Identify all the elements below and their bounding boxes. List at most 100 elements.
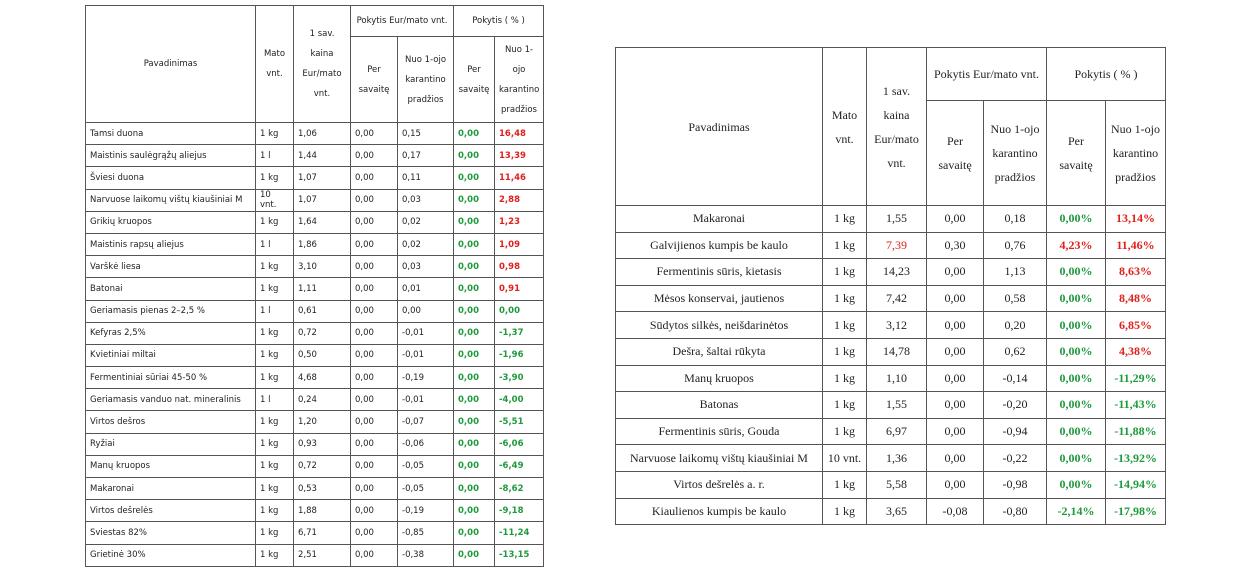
table-cell: 0,02	[396, 232, 455, 257]
table-cell: 0,00	[350, 454, 398, 479]
table-cell: 1 kg	[255, 366, 294, 390]
table-cell: 0,00	[453, 543, 496, 567]
table-cell: Manų kruopos	[615, 364, 823, 393]
table-cell: -8,62	[494, 476, 545, 501]
table-row: Virtos dešrelės 1 kg 1,88 0,00 -0,19 0,00 -9,1…	[85, 499, 545, 523]
table-cell: 0,00	[926, 444, 984, 472]
table-row: Mėsos konservai, jautienos 1 kg 7,42 0,00 0,…	[615, 284, 1166, 313]
table-cell: 0,00%	[1046, 364, 1106, 393]
table-cell: 0,00	[453, 410, 496, 434]
table-cell: 0,20	[983, 311, 1047, 339]
table-cell: 14,78	[866, 337, 927, 366]
table-cell: Narvuose laikomų vištų kiaušiniai M	[85, 188, 256, 212]
table-cell: -0,07	[396, 410, 455, 434]
table-row: Ryžiai 1 kg 0,93 0,00 -0,06 0,00 -6,06	[85, 432, 545, 456]
table-cell: 0,00	[453, 277, 496, 301]
table-cell: Mėsos konservai, jautienos	[615, 284, 823, 313]
header-row: Pavadinimas Mato vnt. 1 sav. kaina Eur/mat…	[85, 5, 545, 123]
table-row: Šviesi duona 1 kg 1,07 0,00 0,11 0,00 11,46	[85, 166, 545, 190]
table-cell: 0,00	[453, 343, 496, 368]
table-cell: -0,14	[983, 364, 1047, 393]
header-row: Per savaitę Nuo 1-ojo karantino pradžios P…	[616, 100, 1166, 206]
table-cell: 0,91	[494, 277, 545, 301]
table-cell: -11,43%	[1105, 391, 1166, 419]
table-cell: 0,00	[350, 321, 398, 345]
table-cell: 1 kg	[255, 454, 294, 479]
table-cell: 0,00	[453, 499, 496, 523]
table-cell: 1,13	[983, 258, 1047, 286]
header-cell: Mato vnt.	[822, 47, 867, 206]
table-cell: 0,00%	[1046, 311, 1106, 339]
table-row: Geriamasis vanduo nat. mineralinis 1 l 0,2…	[85, 388, 545, 412]
table-cell: 2,51	[293, 543, 351, 567]
table-cell: 16,48	[494, 121, 545, 146]
table-cell: 0,61	[293, 299, 351, 323]
table-row: Fermentinis sūris, kietasis 1 kg 14,23 0,00…	[615, 258, 1166, 286]
header-row: Pavadinimas Mato vnt. 1 sav. kaina Eur/mat…	[615, 47, 1166, 206]
table-row: Manų kruopos 1 kg 0,72 0,00 -0,05 0,00 -6,49	[85, 454, 545, 479]
table-cell: -6,49	[494, 454, 545, 479]
table-cell: 14,23	[866, 258, 927, 286]
table-cell: 1 kg	[255, 277, 294, 301]
table-cell: 0,00	[453, 232, 496, 257]
table-cell: -0,85	[396, 521, 455, 545]
table-cell: 0,00	[453, 321, 496, 345]
table-row: Varškė liesa 1 kg 3,10 0,00 0,03 0,00 0,98	[85, 255, 545, 279]
table-cell: 0,00	[453, 144, 496, 168]
table-cell: Kiaulienos kumpis be kaulo	[615, 497, 823, 526]
header-cell: Pavadinimas	[85, 5, 256, 123]
table-cell: 8,63%	[1105, 258, 1166, 286]
table-cell: 0,00	[453, 255, 496, 279]
table-cell: -14,94%	[1105, 470, 1166, 499]
table-cell: 7,42	[866, 284, 927, 313]
table-cell: 6,85%	[1105, 311, 1166, 339]
header-cell: 1 sav. kaina Eur/mato vnt.	[293, 5, 351, 123]
table-cell: -0,80	[983, 497, 1047, 526]
table-cell: -0,98	[983, 470, 1047, 499]
table-cell: 1 kg	[822, 337, 867, 366]
table-cell: Virtos dešrelės a. r.	[615, 470, 823, 499]
table-row: Dešra, šaltai rūkyta 1 kg 14,78 0,00 0,62 0,0…	[615, 337, 1166, 366]
table-row: Sūdytos silkės, neišdarinėtos 1 kg 3,12 0,0…	[615, 311, 1166, 339]
table-cell: 0,00	[926, 337, 984, 366]
table-cell: 0,00%	[1046, 391, 1106, 419]
table-cell: 7,39	[866, 231, 927, 260]
table-cell: 0,00	[453, 521, 496, 545]
table-cell: -4,00	[494, 388, 545, 412]
table-cell: -1,96	[494, 343, 545, 368]
table-row: Makaronai 1 kg 0,53 0,00 -0,05 0,00 -8,62	[85, 476, 545, 501]
table-row: Narvuose laikomų vištų kiaušiniai M 10 vn…	[85, 188, 545, 212]
table-cell: -11,88%	[1105, 417, 1166, 446]
table-cell: -6,06	[494, 432, 545, 456]
table-cell: 1 kg	[822, 364, 867, 393]
table-cell: 1,55	[866, 205, 927, 233]
table-cell: 6,71	[293, 521, 351, 545]
table-cell: 0,53	[293, 476, 351, 501]
table-cell: Narvuose laikomų vištų kiaušiniai M	[615, 444, 823, 472]
table-cell: 0,00	[453, 210, 496, 234]
table-cell: -0,20	[983, 391, 1047, 419]
table-cell: 0,00	[350, 476, 398, 501]
table-row: Narvuose laikomų vištų kiaušiniai M 10 vn…	[615, 444, 1166, 472]
table-cell: 0,01	[396, 277, 455, 301]
header-cell: Pokytis Eur/mato vnt.	[926, 47, 1047, 101]
table-cell: 0,72	[293, 321, 351, 345]
table-cell: Fermentinis sūris, kietasis	[615, 258, 823, 286]
table-cell: 1 kg	[822, 258, 867, 286]
table-cell: -0,08	[926, 497, 984, 526]
table-cell: 0,00	[926, 258, 984, 286]
table-cell: 0,00	[350, 499, 398, 523]
table-cell: Geriamasis vanduo nat. mineralinis	[85, 388, 256, 412]
table-row: Galvijienos kumpis be kaulo 1 kg 7,39 0,30 0…	[615, 231, 1166, 260]
table-cell: 4,38%	[1105, 337, 1166, 366]
table-cell: 1 kg	[822, 311, 867, 339]
table-cell: -0,01	[396, 321, 455, 345]
table-cell: 1 kg	[255, 410, 294, 434]
table-cell: 1,07	[293, 166, 351, 190]
table-cell: Varškė liesa	[85, 255, 256, 279]
table-row: Grikių kruopos 1 kg 1,64 0,00 0,02 0,00 1,23	[85, 210, 545, 234]
table-cell: 0,00	[926, 417, 984, 446]
table-cell: -0,06	[396, 432, 455, 456]
table-cell: Makaronai	[615, 205, 823, 233]
table-cell: 0,00	[350, 388, 398, 412]
